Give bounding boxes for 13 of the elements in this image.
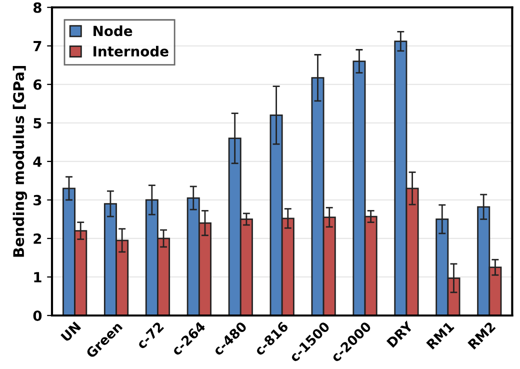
y-tick-label: 6 <box>33 79 42 90</box>
y-tick-label: 3 <box>34 194 42 206</box>
x-tick-label: UN <box>60 322 82 342</box>
y-tick-label: 5 <box>34 118 42 128</box>
y-tick-label: 4 <box>33 156 42 167</box>
legend-label: Node <box>94 25 132 36</box>
y-tick-label: 2 <box>34 233 42 244</box>
y-tick-label: 1 <box>34 272 42 282</box>
y-axis-title: Bending modulus [GPa] <box>12 66 28 257</box>
y-tick-label: 0 <box>33 310 42 321</box>
y-tick-label: 7 <box>34 41 42 52</box>
legend-label: Internode <box>94 46 168 57</box>
y-tick-label: 8 <box>33 2 42 13</box>
